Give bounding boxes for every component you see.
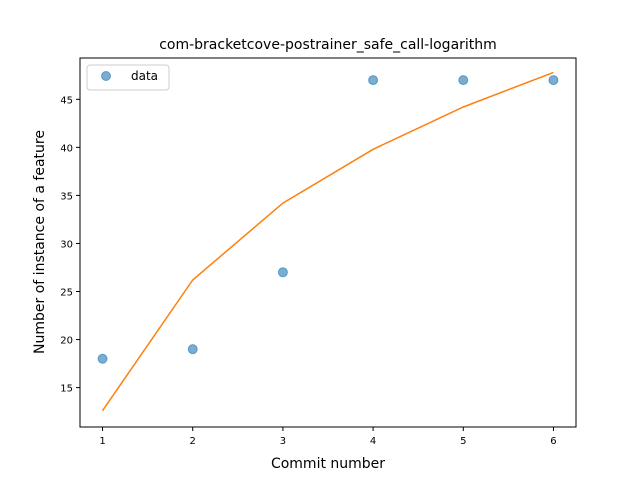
- plot-frame: [79, 57, 577, 428]
- x-tick-label: 1: [99, 436, 105, 447]
- x-tick-label: 3: [280, 436, 286, 447]
- series-layer: [97, 71, 559, 412]
- chart-title: com-bracketcove-postrainer_safe_call-log…: [159, 37, 497, 53]
- x-axis-label: Commit number: [271, 456, 385, 472]
- fit-line: [101, 71, 554, 412]
- legend-label-data: data: [131, 69, 158, 83]
- y-tick-label: 25: [60, 288, 73, 299]
- legend: data: [86, 64, 170, 91]
- data-point: [368, 75, 379, 86]
- x-tick-label: 5: [460, 436, 466, 447]
- data-point: [277, 267, 288, 278]
- x-tick-label: 4: [370, 436, 376, 447]
- y-axis-ticks: 15 20 25 30 35 40 45: [60, 95, 80, 395]
- plot-background: [80, 58, 576, 427]
- data-point: [458, 75, 469, 86]
- legend-marker-data: [101, 71, 111, 81]
- data-point: [97, 353, 108, 364]
- x-tick-label: 2: [190, 436, 196, 447]
- y-tick-label: 20: [60, 336, 73, 347]
- data-point: [548, 75, 559, 86]
- y-tick-label: 30: [60, 239, 73, 250]
- x-axis-ticks: 1 2 3 4 5 6: [99, 427, 557, 447]
- y-tick-label: 15: [60, 384, 73, 395]
- data-point: [187, 344, 198, 355]
- x-tick-label: 6: [550, 436, 556, 447]
- y-tick-label: 45: [60, 95, 73, 106]
- y-axis-label: Number of instance of a feature: [32, 130, 48, 354]
- y-tick-label: 40: [60, 143, 73, 154]
- y-tick-label: 35: [60, 191, 73, 202]
